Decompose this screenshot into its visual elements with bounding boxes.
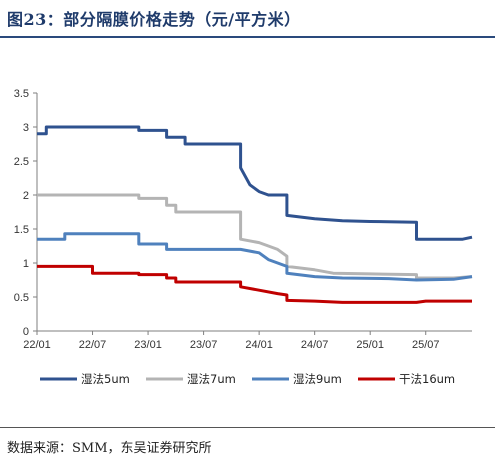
chart-axes: 0 0.5 1 1.5 2 2.5 3 3.5 22/01 22/07 23/01 23/07 24/0… (14, 88, 472, 351)
y-tick-label: 0 (23, 326, 29, 338)
x-tick-label: 22/01 (23, 339, 51, 351)
series-line-1 (37, 125, 473, 241)
x-tick-label: 24/07 (301, 339, 329, 351)
legend-label-4: 干法16um (399, 372, 455, 386)
series-line-4 (37, 264, 472, 304)
x-tick-label: 22/07 (79, 339, 107, 351)
price-line-chart: 0 0.5 1 1.5 2 2.5 3 3.5 22/01 22/07 23/01 23/07 24/0… (14, 88, 473, 386)
legend-label-1: 湿法5um (81, 372, 130, 386)
y-tick-label: 2 (23, 190, 29, 202)
figure-title: 图23：部分隔膜价格走势（元/平方米） (7, 10, 301, 29)
legend-label-2: 湿法7um (187, 372, 236, 386)
x-tick-label: 25/07 (412, 339, 440, 351)
x-tick-label: 25/01 (356, 339, 384, 351)
series-line-3 (37, 232, 473, 282)
title-rule (0, 36, 495, 38)
chart-series (37, 125, 473, 304)
series-line-2 (37, 193, 473, 280)
chart-legend: 湿法5um 湿法7um 湿法9um 干法16um (40, 372, 455, 386)
y-tick-label: 0.5 (14, 292, 29, 304)
y-tick-label: 3.5 (14, 88, 29, 100)
x-tick-label: 23/01 (134, 339, 162, 351)
y-tick-label: 2.5 (14, 156, 29, 168)
legend-label-3: 湿法9um (293, 372, 342, 386)
x-tick-label: 24/01 (245, 339, 273, 351)
y-tick-label: 1 (23, 258, 29, 270)
footer-rule (0, 427, 495, 428)
x-tick-label: 23/07 (190, 339, 218, 351)
y-tick-label: 3 (23, 122, 29, 134)
data-source: 数据来源：SMM，东吴证券研究所 (7, 441, 212, 456)
y-tick-label: 1.5 (14, 224, 29, 236)
